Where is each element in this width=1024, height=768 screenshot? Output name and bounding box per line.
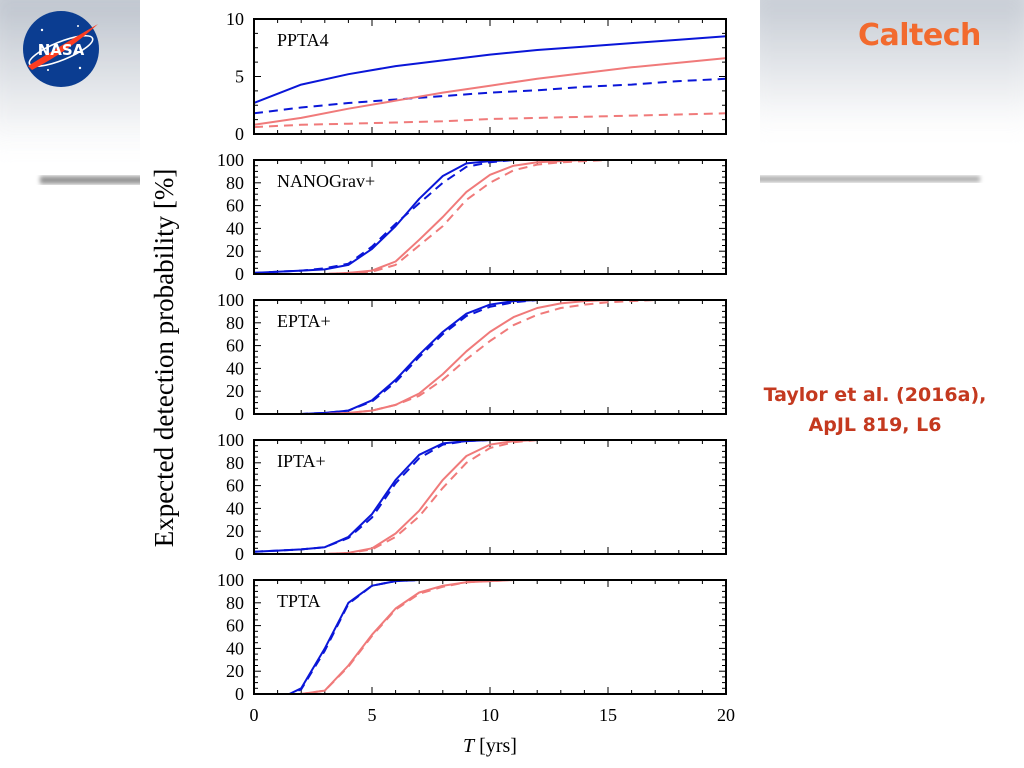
x-tick-label: 5	[368, 705, 377, 725]
y-tick-label: 40	[226, 498, 244, 518]
y-tick-label: 100	[217, 150, 244, 170]
x-tick-label: 10	[481, 705, 499, 725]
y-tick-label: 20	[226, 521, 244, 541]
nasa-logo-text: NASA	[38, 41, 85, 59]
nasa-logo: NASA	[23, 11, 99, 87]
panel-label: NANOGrav+	[277, 171, 375, 191]
y-tick-label: 100	[217, 570, 244, 590]
series-line-red-solid	[253, 57, 727, 126]
y-tick-label: 20	[226, 381, 244, 401]
background-shade-right	[740, 0, 1024, 130]
y-tick-label: 80	[226, 313, 244, 333]
nasa-logo-star	[40, 28, 44, 32]
decorative-rule-right	[740, 176, 980, 182]
series-line-red-dashed	[254, 579, 726, 695]
y-axis-label: Expected detection probability [%]	[149, 169, 179, 548]
series-line-blue-dashed	[253, 159, 726, 274]
y-tick-label: 0	[235, 124, 244, 144]
y-tick-label: 100	[217, 290, 244, 310]
x-axis-label-unit: [yrs]	[474, 735, 517, 757]
y-tick-label: 40	[226, 638, 244, 658]
nasa-logo-star	[47, 69, 49, 71]
x-tick-label: 0	[250, 705, 259, 725]
panel-frame	[253, 159, 727, 275]
panel-frame	[253, 18, 727, 135]
series-line-blue-solid	[254, 579, 726, 695]
panel-label: PPTA4	[277, 30, 329, 50]
panel-frame	[253, 439, 727, 555]
x-tick-label: 15	[599, 705, 617, 725]
panel-label: IPTA+	[277, 451, 326, 471]
y-tick-label: 0	[235, 404, 244, 424]
panel-frame	[253, 579, 727, 695]
y-tick-label: 10	[226, 9, 244, 29]
y-tick-label: 60	[226, 196, 244, 216]
series-line-blue-dashed	[253, 77, 727, 115]
nasa-logo-star	[77, 25, 79, 27]
y-tick-label: 0	[235, 684, 244, 704]
citation: Taylor et al. (2016a), ApJL 819, L6	[740, 380, 1010, 440]
series-line-red-dashed	[253, 112, 727, 129]
y-tick-label: 40	[226, 218, 244, 238]
panel-label: TPTA	[277, 591, 321, 611]
citation-line-1: Taylor et al. (2016a),	[763, 384, 987, 406]
y-tick-label: 0	[235, 544, 244, 564]
y-tick-label: 0	[235, 264, 244, 284]
y-tick-label: 60	[226, 616, 244, 636]
nasa-logo-vector	[28, 24, 98, 70]
y-tick-label: 40	[226, 358, 244, 378]
x-axis-label: T [yrs]	[463, 735, 517, 757]
figure-panel	[140, 0, 760, 768]
x-tick-label: 20	[717, 705, 735, 725]
series-line-red-solid	[254, 579, 726, 695]
series-line-blue-dashed	[254, 299, 726, 415]
y-tick-label: 20	[226, 241, 244, 261]
series-line-blue-dashed	[254, 579, 726, 695]
x-axis-label-symbol: T	[463, 735, 476, 757]
citation-line-2: ApJL 819, L6	[808, 414, 942, 436]
decorative-rule-left	[40, 176, 160, 184]
caltech-logo: Caltech	[858, 18, 981, 53]
nasa-logo-orbit	[28, 34, 94, 68]
y-tick-label: 60	[226, 336, 244, 356]
panel-label: EPTA+	[277, 311, 331, 331]
y-tick-label: 100	[217, 430, 244, 450]
y-tick-label: 80	[226, 173, 244, 193]
y-tick-label: 80	[226, 453, 244, 473]
nasa-logo-star	[78, 66, 82, 70]
y-tick-label: 80	[226, 593, 244, 613]
series-line-blue-solid	[253, 35, 727, 104]
y-tick-label: 60	[226, 476, 244, 496]
y-tick-label: 20	[226, 661, 244, 681]
y-tick-label: 5	[235, 67, 244, 87]
panel-frame	[253, 299, 727, 415]
